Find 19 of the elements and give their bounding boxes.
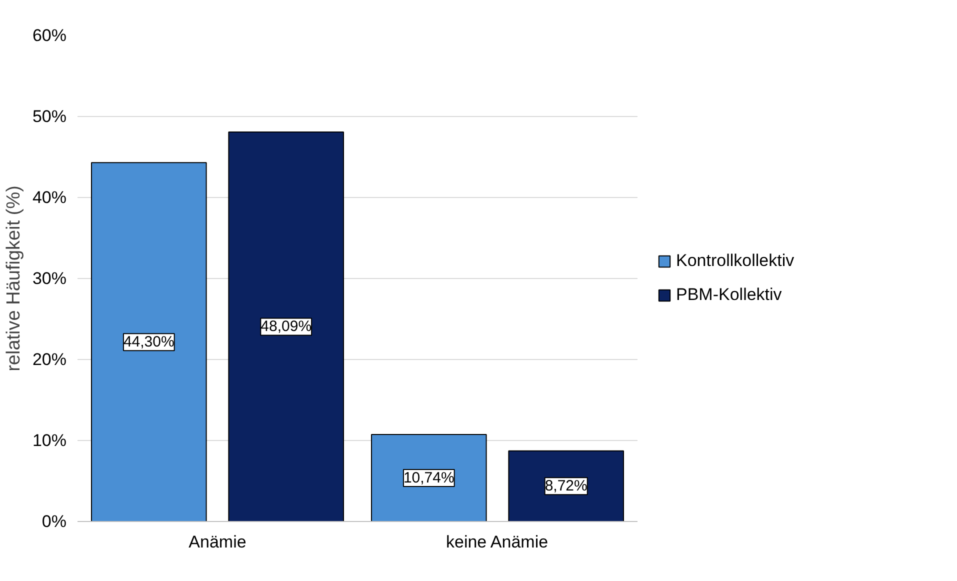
x-tick-label: Anämie bbox=[188, 532, 246, 552]
y-tick-label: 10% bbox=[32, 431, 67, 450]
data-label: 10,74% bbox=[403, 470, 454, 487]
bar bbox=[371, 434, 487, 522]
data-label: 48,09% bbox=[260, 318, 312, 336]
y-tick-label: 20% bbox=[32, 350, 67, 369]
legend-label: Kontrollkollektiv bbox=[676, 251, 794, 271]
y-tick-label: 30% bbox=[32, 269, 67, 288]
data-label: 8,72% bbox=[544, 478, 588, 495]
y-tick-label: 40% bbox=[32, 188, 67, 207]
x-tick-label: keine Anämie bbox=[446, 532, 548, 552]
y-tick-label: 0% bbox=[42, 512, 67, 531]
legend-label: PBM-Kollektiv bbox=[676, 285, 782, 305]
bar bbox=[228, 131, 344, 522]
bar bbox=[91, 162, 207, 522]
bar bbox=[508, 450, 624, 522]
y-axis-title: relative Häufigkeit (%) bbox=[3, 186, 24, 372]
y-tick-label: 60% bbox=[32, 26, 67, 45]
y-tick-label: 50% bbox=[32, 107, 67, 126]
